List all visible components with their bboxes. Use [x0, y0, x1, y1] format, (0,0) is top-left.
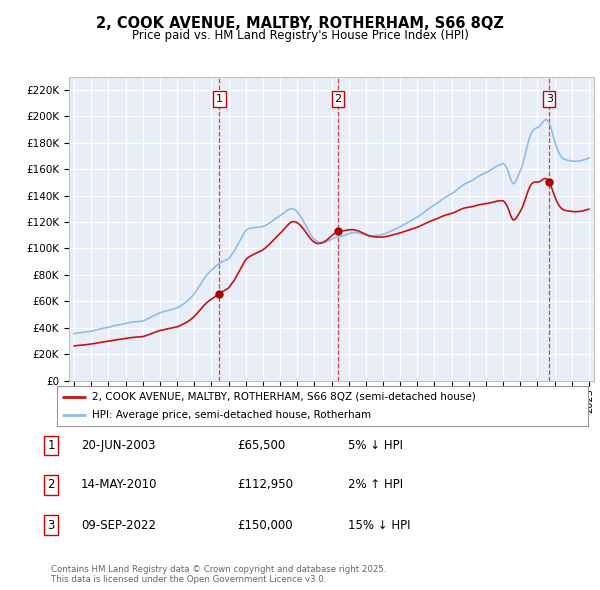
Text: HPI: Average price, semi-detached house, Rotherham: HPI: Average price, semi-detached house,…: [92, 410, 371, 420]
Text: 2: 2: [47, 478, 55, 491]
Text: 2, COOK AVENUE, MALTBY, ROTHERHAM, S66 8QZ (semi-detached house): 2, COOK AVENUE, MALTBY, ROTHERHAM, S66 8…: [92, 392, 475, 402]
Text: 3: 3: [47, 519, 55, 532]
Text: 2, COOK AVENUE, MALTBY, ROTHERHAM, S66 8QZ: 2, COOK AVENUE, MALTBY, ROTHERHAM, S66 8…: [96, 16, 504, 31]
Text: 09-SEP-2022: 09-SEP-2022: [81, 519, 156, 532]
Text: 2% ↑ HPI: 2% ↑ HPI: [348, 478, 403, 491]
Text: 1: 1: [216, 94, 223, 104]
Text: £112,950: £112,950: [237, 478, 293, 491]
Text: £65,500: £65,500: [237, 439, 285, 452]
Text: 3: 3: [546, 94, 553, 104]
Text: 5% ↓ HPI: 5% ↓ HPI: [348, 439, 403, 452]
Text: 15% ↓ HPI: 15% ↓ HPI: [348, 519, 410, 532]
Text: 14-MAY-2010: 14-MAY-2010: [81, 478, 157, 491]
Text: £150,000: £150,000: [237, 519, 293, 532]
Text: 20-JUN-2003: 20-JUN-2003: [81, 439, 155, 452]
Text: Price paid vs. HM Land Registry's House Price Index (HPI): Price paid vs. HM Land Registry's House …: [131, 30, 469, 42]
Text: 1: 1: [47, 439, 55, 452]
Text: Contains HM Land Registry data © Crown copyright and database right 2025.
This d: Contains HM Land Registry data © Crown c…: [51, 565, 386, 584]
Text: 2: 2: [334, 94, 341, 104]
